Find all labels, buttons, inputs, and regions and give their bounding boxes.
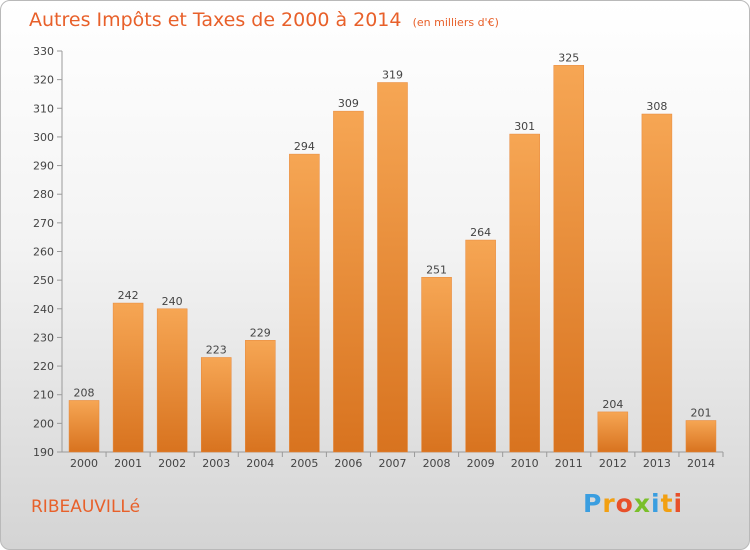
- bar-2007: [377, 82, 408, 453]
- data-label-2007: 319: [382, 69, 403, 82]
- data-label-2008: 251: [426, 263, 447, 276]
- bar-2008: [421, 277, 452, 453]
- data-label-2001: 242: [118, 289, 139, 302]
- y-tick-label: 320: [33, 74, 54, 87]
- bar-2004: [245, 340, 276, 453]
- bar-2002: [156, 308, 188, 453]
- logo-letter: t: [660, 489, 674, 518]
- x-tick-label: 2010: [511, 457, 539, 470]
- y-tick-label: 290: [33, 160, 54, 173]
- x-tick-label: 2000: [70, 457, 98, 470]
- bar-2000: [68, 400, 100, 453]
- y-tick-label: 230: [33, 331, 54, 344]
- data-label-2005: 294: [294, 140, 315, 153]
- x-tick-label: 2003: [202, 457, 230, 470]
- data-label-2004: 229: [250, 326, 271, 339]
- data-label-2009: 264: [470, 226, 491, 239]
- chart-title: Autres Impôts et Taxes de 2000 à 2014 (e…: [29, 9, 499, 31]
- y-tick-label: 220: [33, 360, 54, 373]
- x-tick-label: 2004: [246, 457, 274, 470]
- x-tick-label: 2008: [423, 457, 451, 470]
- data-label-2011: 325: [558, 51, 579, 64]
- x-tick-label: 2011: [555, 457, 583, 470]
- x-tick-label: 2006: [334, 457, 362, 470]
- y-tick-label: 200: [33, 417, 54, 430]
- data-label-2002: 240: [162, 295, 183, 308]
- logo-letter: i: [651, 489, 661, 518]
- y-tick-label: 270: [33, 217, 54, 230]
- x-tick-label: 2005: [290, 457, 318, 470]
- data-label-2014: 201: [690, 406, 711, 419]
- data-label-2010: 301: [514, 120, 535, 133]
- bar-2005: [289, 153, 320, 453]
- data-label-2000: 208: [74, 386, 95, 399]
- logo-letter: P: [583, 489, 603, 518]
- data-label-2012: 204: [602, 398, 623, 411]
- y-tick-label: 300: [33, 131, 54, 144]
- x-tick-label: 2001: [114, 457, 142, 470]
- y-tick-label: 190: [33, 446, 54, 459]
- logo-letter: o: [615, 489, 634, 518]
- bar-2009: [465, 239, 496, 453]
- y-tick-label: 330: [33, 45, 54, 58]
- logo-letter: x: [633, 489, 651, 518]
- bar-2012: [597, 411, 629, 453]
- bar-2011: [553, 65, 585, 453]
- y-tick-label: 240: [33, 303, 54, 316]
- bar-2014: [685, 420, 717, 453]
- y-tick-label: 280: [33, 188, 54, 201]
- y-tick-label: 310: [33, 102, 54, 115]
- bar-2013: [641, 113, 673, 453]
- y-tick-label: 260: [33, 246, 54, 259]
- x-tick-label: 2009: [467, 457, 495, 470]
- x-tick-label: 2002: [158, 457, 186, 470]
- proxiti-logo: Proxiti: [583, 489, 683, 518]
- logo-letter: r: [602, 489, 616, 518]
- bar-2010: [509, 133, 540, 453]
- y-tick-label: 250: [33, 274, 54, 287]
- data-label-2013: 308: [646, 100, 667, 113]
- bar-2006: [333, 110, 364, 453]
- logo-letter: i: [673, 489, 684, 518]
- data-label-2006: 309: [338, 97, 359, 110]
- y-tick-label: 210: [33, 389, 54, 402]
- x-tick-label: 2014: [687, 457, 715, 470]
- chart-unit-label: (en milliers d'€): [412, 16, 499, 29]
- city-name: RIBEAUVILLé: [31, 497, 141, 517]
- data-label-2003: 223: [206, 343, 227, 356]
- x-tick-label: 2007: [379, 457, 407, 470]
- x-tick-label: 2012: [599, 457, 627, 470]
- bar-2001: [112, 302, 144, 453]
- bar-2003: [200, 357, 232, 453]
- x-tick-label: 2013: [643, 457, 671, 470]
- chart-title-main: Autres Impôts et Taxes de 2000 à 2014: [29, 9, 402, 31]
